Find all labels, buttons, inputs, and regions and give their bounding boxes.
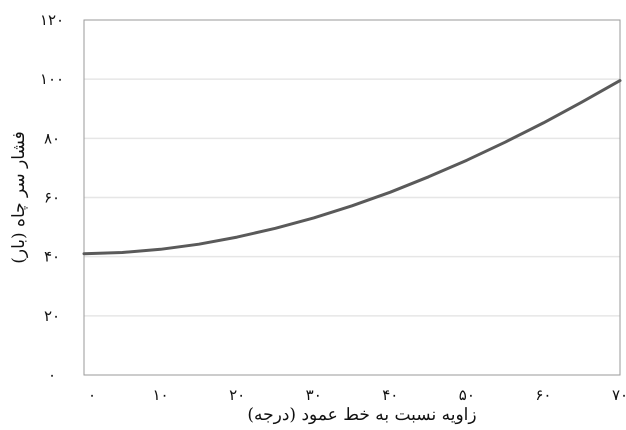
x-axis-title: زاویه نسبت به خط عمود (درجه)	[247, 405, 476, 425]
y-tick-label: ۱۰۰	[40, 70, 64, 88]
series-line	[82, 79, 622, 256]
y-tick-label: ۶۰	[44, 189, 60, 207]
x-tick-label: ۷۰	[612, 386, 626, 404]
plot-frame	[83, 19, 621, 376]
x-tick-label: ۵۰	[459, 386, 475, 404]
x-tick-label: ۱۰	[153, 386, 169, 404]
y-tick-label: ۱۲۰	[40, 11, 64, 29]
y-tick-label: ۸۰	[44, 129, 60, 147]
y-tick-label: ۰	[48, 366, 56, 384]
x-tick-label: ۳۰	[306, 386, 322, 404]
x-tick-label: ۲۰	[229, 386, 245, 404]
x-tick-label: ۶۰	[535, 386, 551, 404]
y-tick-label: ۴۰	[44, 248, 60, 266]
y-axis-title: فشار سر چاه (بار)	[9, 131, 29, 264]
x-tick-label: ۴۰	[382, 386, 398, 404]
y-tick-label: ۲۰	[44, 307, 60, 325]
x-tick-label: ۰	[88, 386, 96, 404]
